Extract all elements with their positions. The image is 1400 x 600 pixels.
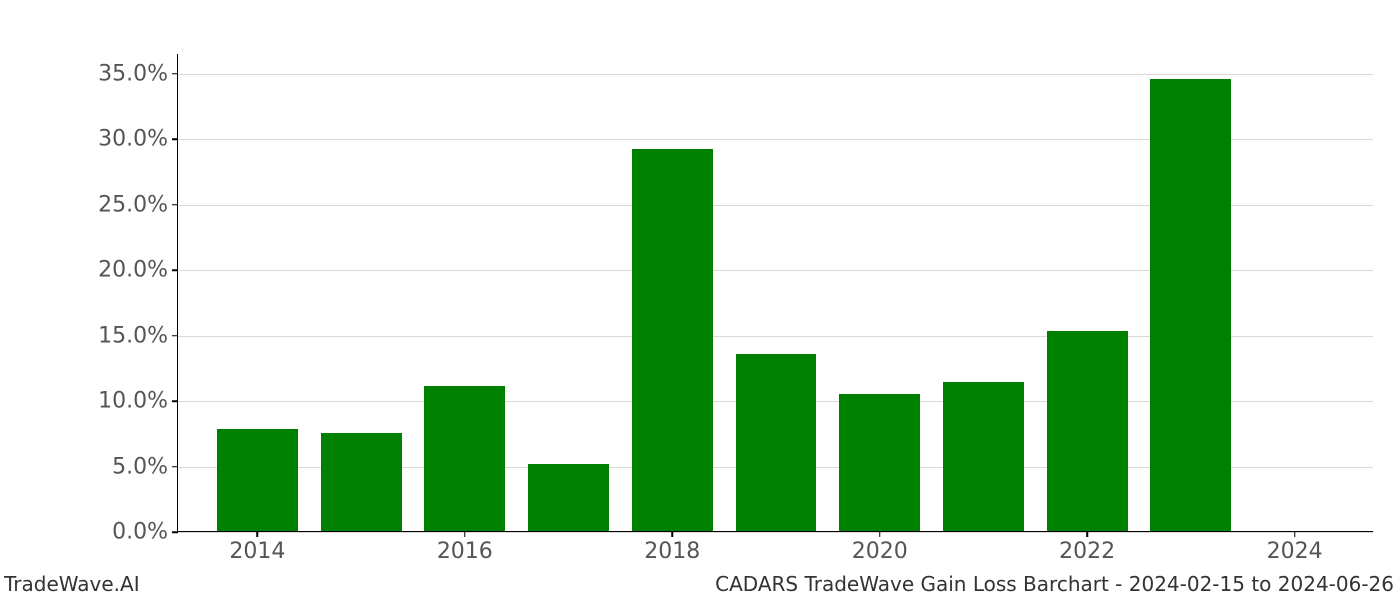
y-tick-label: 15.0%: [98, 323, 178, 348]
x-tick-label: 2022: [1059, 531, 1115, 564]
y-tick-label: 30.0%: [98, 127, 178, 152]
bar: [321, 433, 402, 531]
bar: [1150, 79, 1231, 531]
y-tick-label: 0.0%: [112, 520, 178, 545]
bar: [943, 382, 1024, 531]
gain-loss-barchart: 0.0% 5.0% 10.0% 15.0% 20.0% 25.0% 30.0% 35.0% 20…: [0, 0, 1400, 600]
x-tick-label: 2024: [1267, 531, 1323, 564]
x-tick-label: 2018: [644, 531, 700, 564]
bar: [632, 149, 713, 531]
bar: [424, 386, 505, 531]
footer-brand-label: TradeWave.AI: [4, 572, 140, 596]
y-tick-label: 20.0%: [98, 258, 178, 283]
bar: [528, 464, 609, 531]
y-tick-label: 5.0%: [112, 454, 178, 479]
y-tick-label: 35.0%: [98, 61, 178, 86]
x-tick-label: 2014: [229, 531, 285, 564]
bar: [736, 354, 817, 531]
x-tick-label: 2016: [437, 531, 493, 564]
y-tick-label: 10.0%: [98, 389, 178, 414]
bar: [217, 429, 298, 531]
x-tick-label: 2020: [852, 531, 908, 564]
y-gridline: [178, 532, 1373, 533]
plot-area: 0.0%5.0%10.0%15.0%20.0%25.0%30.0%35.0%20…: [177, 54, 1373, 532]
bar: [1047, 331, 1128, 531]
y-tick-label: 25.0%: [98, 192, 178, 217]
footer-caption: CADARS TradeWave Gain Loss Barchart - 20…: [715, 572, 1394, 596]
y-gridline: [178, 74, 1373, 75]
bar: [839, 394, 920, 532]
